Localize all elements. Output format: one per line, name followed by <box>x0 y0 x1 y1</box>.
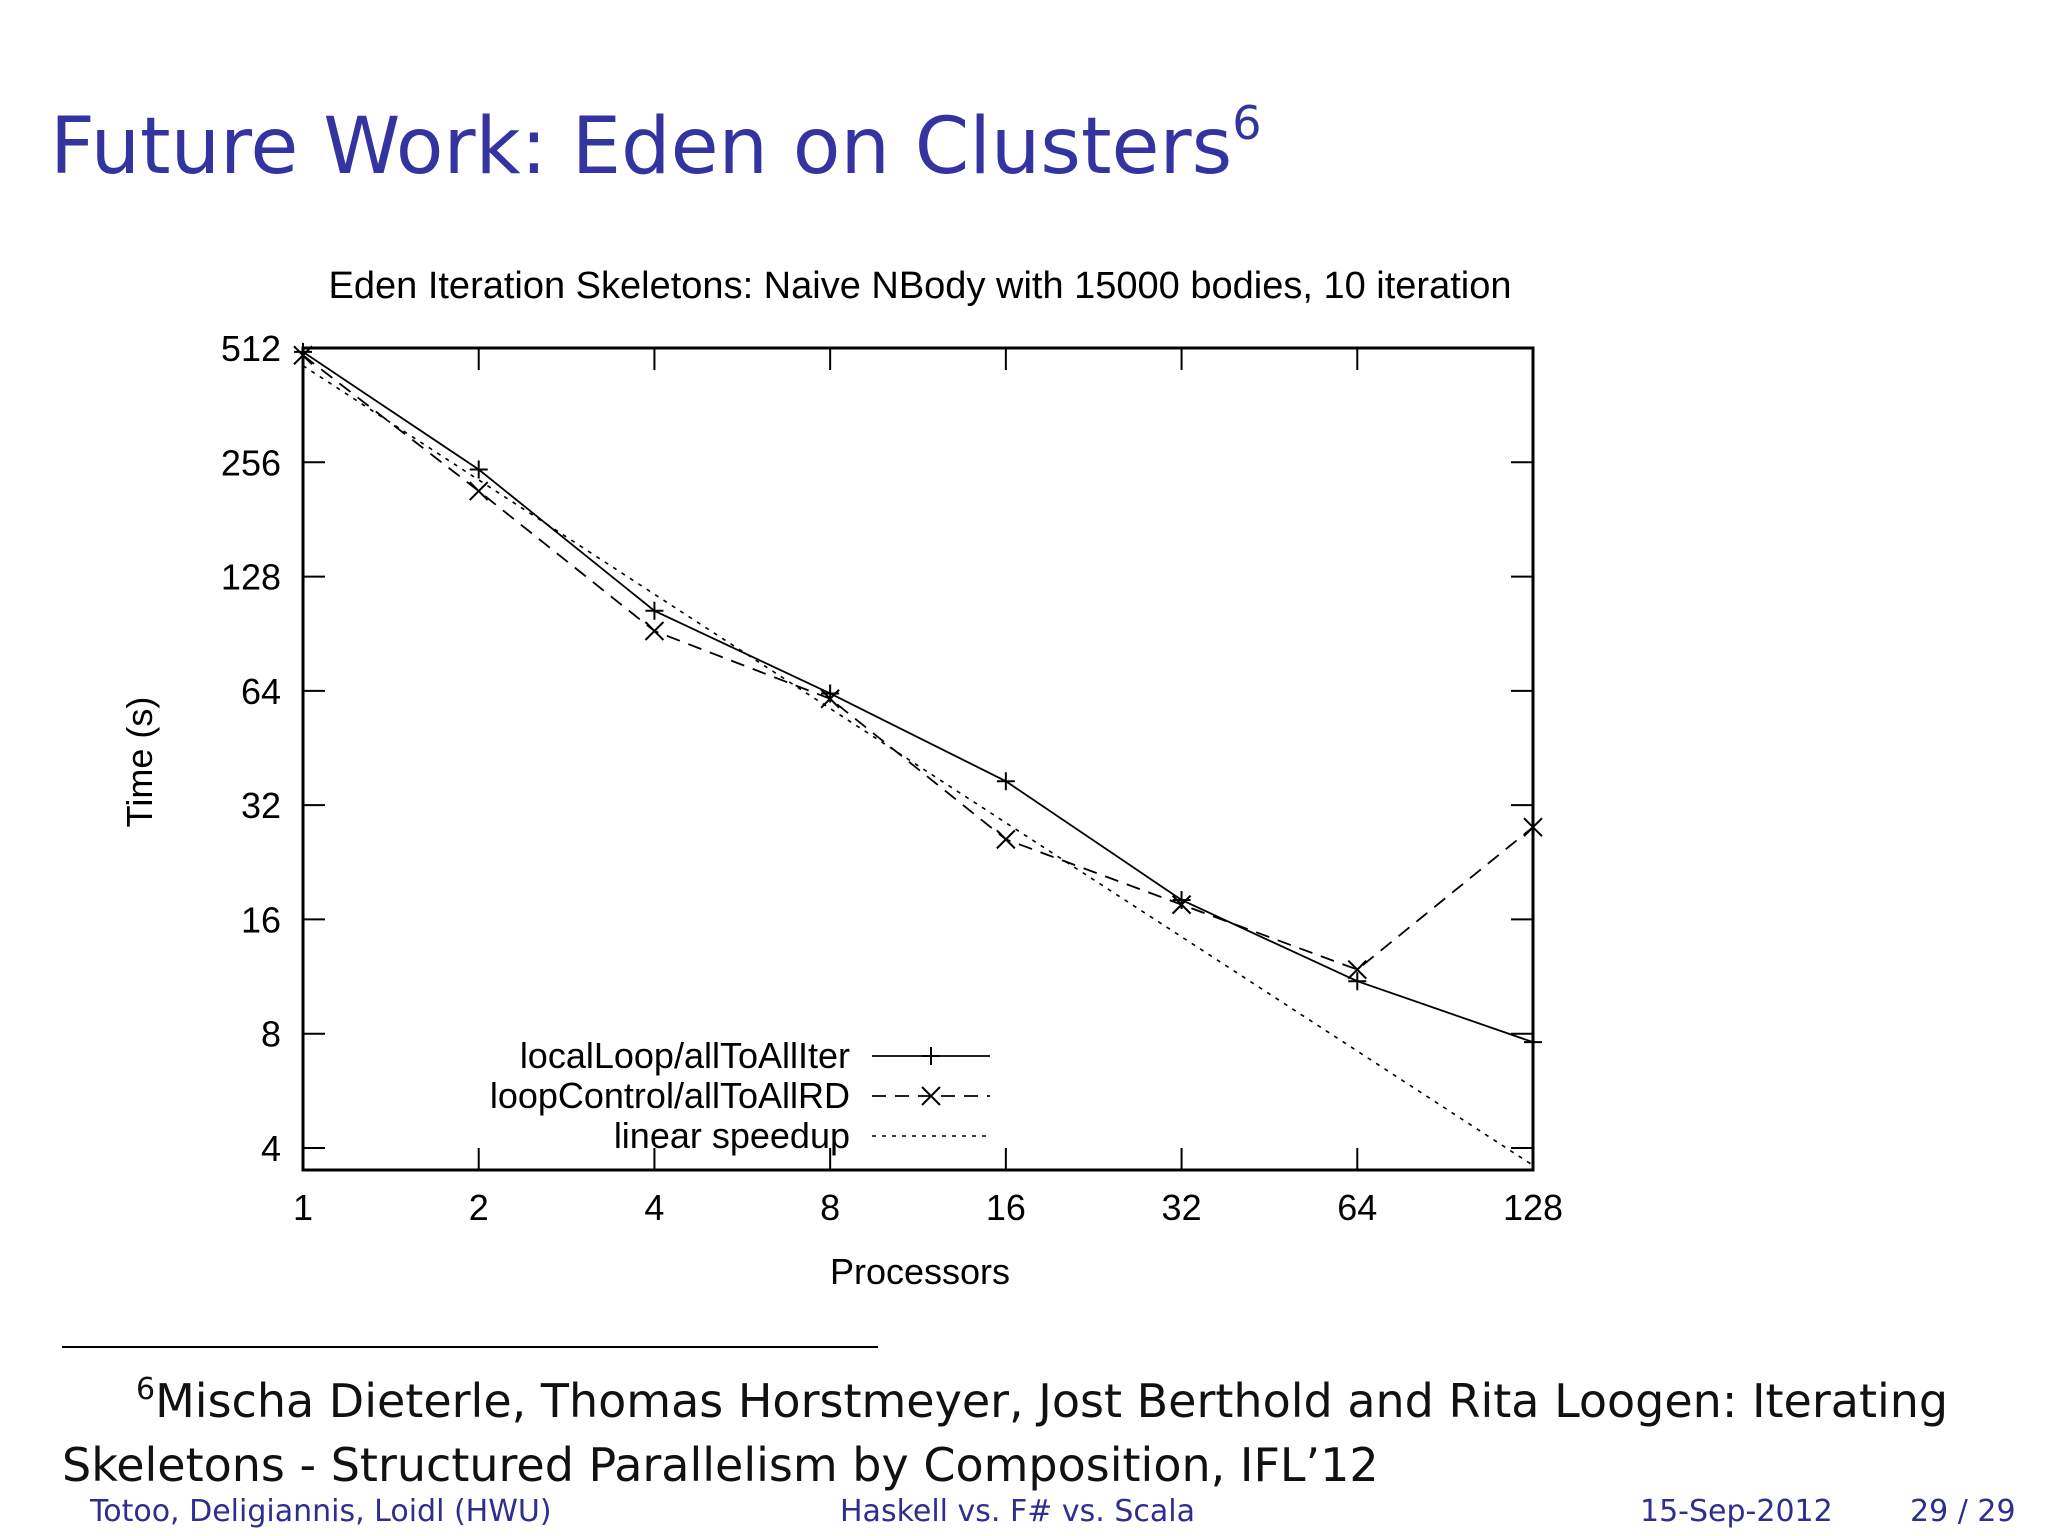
footer-authors: Totoo, Deligiannis, Loidl (HWU) <box>90 1494 552 1529</box>
footer-talk-title: Haskell vs. F# vs. Scala <box>840 1494 1196 1529</box>
chart-title: Eden Iteration Skeletons: Naive NBody wi… <box>329 265 1512 307</box>
legend-swatch-marker <box>922 1047 940 1065</box>
data-point-series-1 <box>1348 972 1367 991</box>
plot-frame <box>301 346 1535 1172</box>
legend-label: linear speedup <box>614 1115 850 1156</box>
x-tick-label: 32 <box>1162 1187 1202 1228</box>
data-point-series-2 <box>1523 817 1543 837</box>
x-tick-label: 4 <box>644 1187 664 1228</box>
y-tick-label: 4 <box>261 1128 281 1169</box>
slide-title-text: Future Work: Eden on Clusters <box>50 102 1233 192</box>
data-point-series-1 <box>645 601 664 620</box>
data-point-series-1 <box>469 460 488 479</box>
data-point-series-1 <box>1172 890 1191 909</box>
data-point-series-2 <box>1171 894 1192 915</box>
chart: Eden Iteration Skeletons: Naive NBody wi… <box>119 265 1563 1292</box>
y-tick-label: 512 <box>221 328 281 369</box>
y-tick-label: 128 <box>221 557 281 598</box>
y-tick-label: 256 <box>221 442 281 483</box>
data-point-series-2 <box>469 481 489 501</box>
slide-title-footnote-mark: 6 <box>1232 96 1262 150</box>
footnote-text-2: Skeletons - Structured Parallelism by Co… <box>62 1438 1379 1492</box>
y-tick-label: 64 <box>241 671 281 712</box>
footnote-mark: 6 <box>136 1372 156 1407</box>
data-point-series-2 <box>293 345 313 365</box>
data-point-series-1 <box>294 342 312 361</box>
series-line-2 <box>302 354 1534 971</box>
y-tick-label: 32 <box>241 785 281 826</box>
series-line-3 <box>302 364 1534 1167</box>
y-tick-label: 8 <box>261 1014 281 1055</box>
legend-swatch-marker <box>921 1086 941 1106</box>
x-tick-label: 64 <box>1337 1187 1377 1228</box>
x-tick-label: 128 <box>1503 1187 1563 1228</box>
legend-label: loopControl/allToAllRD <box>490 1075 850 1116</box>
x-tick-label: 16 <box>986 1187 1026 1228</box>
data-point-series-2 <box>996 829 1016 850</box>
data-point-series-2 <box>644 621 665 641</box>
footnote-line-1: 6Mischa Dieterle, Thomas Horstmeyer, Jos… <box>62 1358 1962 1433</box>
y-tick-label: 16 <box>241 899 281 940</box>
footnote-rule <box>62 1346 878 1348</box>
x-tick-label: 1 <box>293 1187 313 1228</box>
data-point-series-1 <box>1524 1033 1542 1052</box>
footnote: 6Mischa Dieterle, Thomas Horstmeyer, Jos… <box>62 1358 1962 1497</box>
x-axis-label: Processors <box>830 1251 1010 1292</box>
x-tick-label: 2 <box>469 1187 489 1228</box>
y-axis-label: Time (s) <box>119 697 160 828</box>
x-tick-label: 8 <box>820 1187 840 1228</box>
data-point-series-2 <box>1347 959 1367 980</box>
data-point-series-1 <box>996 772 1015 791</box>
legend-label: localLoop/allToAllIter <box>520 1035 850 1076</box>
footnote-text-1: Mischa Dieterle, Thomas Horstmeyer, Jost… <box>155 1374 1949 1428</box>
slide-title: Future Work: Eden on Clusters6 <box>50 96 1262 192</box>
series-line-1 <box>302 351 1534 1044</box>
footer-page-number: 29 / 29 <box>1910 1494 2016 1529</box>
footer-date: 15-Sep-2012 <box>1640 1494 1833 1529</box>
